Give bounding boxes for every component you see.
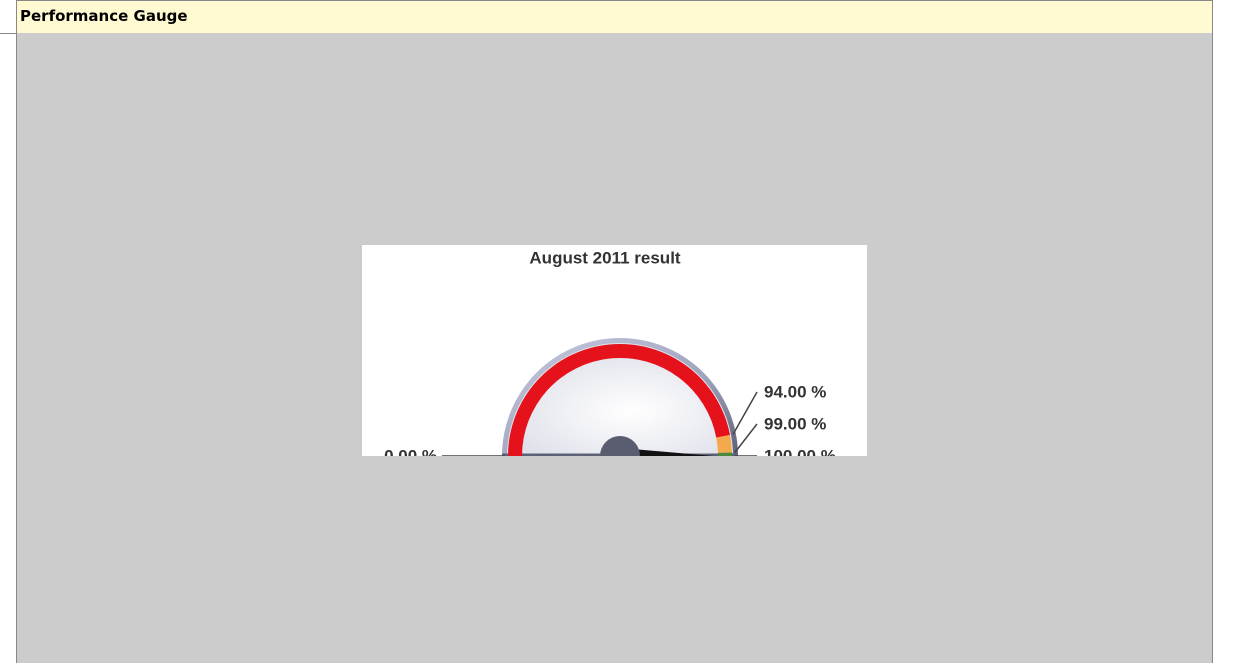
tick-label: 0.00 %	[384, 446, 437, 456]
gauge-band	[716, 435, 732, 453]
panel-body: August 2011 result 0.00 % 94.00 % 99.00 % 1…	[16, 33, 1213, 663]
gauge-band	[508, 343, 731, 456]
tick-leader	[732, 391, 758, 435]
tick-label: 100.00 %	[764, 446, 836, 456]
gauge-band	[717, 452, 732, 456]
panel-title: Performance Gauge	[20, 7, 188, 25]
panel-header: Performance Gauge	[16, 0, 1213, 34]
tick-label: 99.00 %	[764, 414, 826, 433]
divider	[0, 33, 16, 34]
tick-label: 94.00 %	[764, 382, 826, 401]
tick-leader	[734, 423, 758, 453]
gauge-title: August 2011 result	[529, 248, 681, 267]
gauge-chart: August 2011 result 0.00 % 94.00 % 99.00 % 1…	[362, 245, 867, 456]
gauge-hub	[600, 436, 640, 456]
gauge-needle	[620, 448, 714, 456]
